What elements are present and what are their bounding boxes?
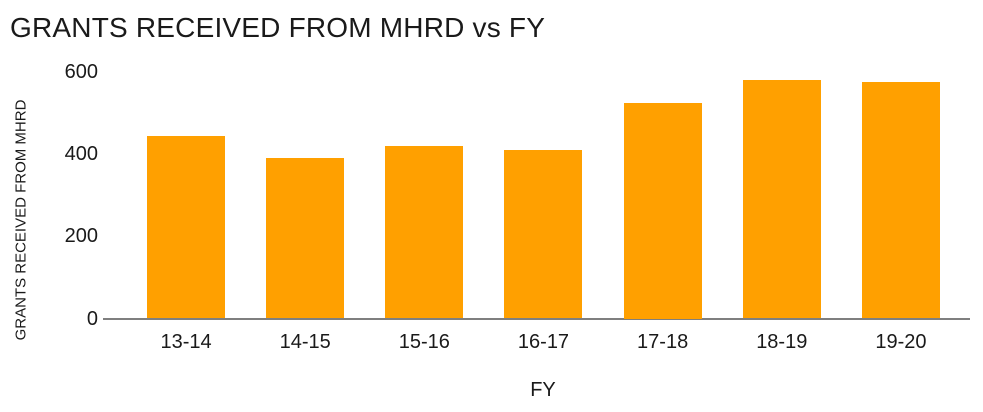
x-tick-label: 16-17 bbox=[517, 331, 570, 353]
bar-18-19 bbox=[742, 80, 821, 319]
x-tick-label: 19-20 bbox=[875, 331, 927, 353]
x-tick-label: 14-15 bbox=[279, 331, 331, 353]
bar-15-16 bbox=[385, 145, 464, 319]
x-axis-line bbox=[103, 318, 970, 320]
x-tick-label: 18-19 bbox=[756, 331, 808, 353]
bar-14-15 bbox=[266, 158, 345, 319]
y-tick-label: 0 bbox=[86, 307, 98, 330]
y-tick-label: 400 bbox=[64, 143, 98, 166]
bar-16-17 bbox=[504, 150, 583, 319]
x-tick-label: 17-18 bbox=[637, 331, 689, 353]
bar-13-14 bbox=[147, 135, 226, 319]
bar-19-20 bbox=[861, 82, 940, 319]
x-tick-label: 13-14 bbox=[160, 331, 212, 353]
y-tick-label: 200 bbox=[64, 225, 98, 248]
x-tick-label: 15-16 bbox=[398, 331, 450, 353]
chart-title: GRANTS RECEIVED FROM MHRD vs FY bbox=[10, 12, 546, 43]
y-tick-label: 600 bbox=[64, 61, 98, 83]
bar-17-18 bbox=[623, 102, 702, 319]
x-axis-title: FY bbox=[530, 379, 556, 401]
